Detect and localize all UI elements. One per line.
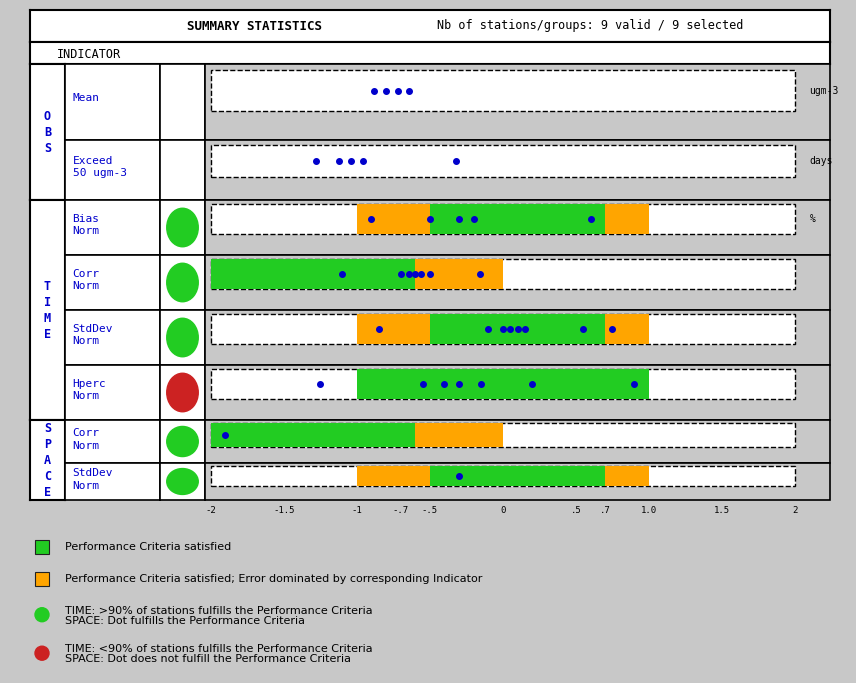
Text: O
B
S: O B S: [44, 109, 51, 154]
Bar: [211, 466, 795, 486]
Text: INDICATOR: INDICATOR: [56, 48, 121, 61]
Text: StdDev
Norm: StdDev Norm: [73, 469, 113, 491]
Bar: [357, 314, 649, 344]
Bar: [211, 314, 795, 344]
Text: Hperc
Norm: Hperc Norm: [73, 378, 106, 401]
Bar: [415, 423, 502, 447]
Bar: [35, 540, 49, 554]
Circle shape: [167, 263, 199, 302]
Bar: [357, 204, 430, 234]
Bar: [357, 204, 605, 234]
Text: SPACE: Dot does not fulfill the Performance Criteria: SPACE: Dot does not fulfill the Performa…: [65, 654, 351, 664]
Text: Corr
Norm: Corr Norm: [73, 268, 99, 291]
Text: SUMMARY STATISTICS: SUMMARY STATISTICS: [187, 20, 322, 33]
Circle shape: [35, 646, 49, 660]
Circle shape: [167, 318, 199, 357]
Text: ugm-3: ugm-3: [810, 85, 839, 96]
Text: Mean: Mean: [73, 93, 99, 103]
Text: TIME: >90% of stations fulfills the Performance Criteria: TIME: >90% of stations fulfills the Perf…: [65, 606, 372, 615]
Text: S
P
A
C
E: S P A C E: [44, 421, 51, 499]
Circle shape: [167, 208, 199, 247]
Bar: [357, 314, 430, 344]
Bar: [415, 260, 502, 289]
Bar: [430, 466, 605, 486]
Bar: [211, 370, 795, 399]
Text: T
I
M
E: T I M E: [44, 279, 51, 341]
Bar: [357, 370, 649, 399]
Text: Performance Criteria satisfied; Error dominated by corresponding Indicator: Performance Criteria satisfied; Error do…: [65, 574, 483, 584]
Bar: [605, 466, 649, 486]
Bar: [211, 204, 795, 234]
Bar: [35, 572, 49, 586]
Text: TIME: <90% of stations fulfills the Performance Criteria: TIME: <90% of stations fulfills the Perf…: [65, 644, 372, 654]
Text: Performance Criteria satisfied: Performance Criteria satisfied: [65, 542, 231, 552]
Text: Exceed
50 ugm-3: Exceed 50 ugm-3: [73, 156, 127, 178]
Circle shape: [167, 426, 199, 456]
Text: Nb of stations/groups: 9 valid / 9 selected: Nb of stations/groups: 9 valid / 9 selec…: [437, 20, 743, 33]
Bar: [211, 423, 795, 447]
Circle shape: [167, 373, 199, 412]
Circle shape: [167, 469, 199, 494]
Text: StdDev
Norm: StdDev Norm: [73, 324, 113, 346]
Bar: [211, 423, 415, 447]
Text: %: %: [810, 214, 816, 224]
Text: Bias
Norm: Bias Norm: [73, 214, 99, 236]
Bar: [211, 70, 795, 111]
Bar: [357, 466, 430, 486]
Bar: [211, 260, 415, 289]
Text: Corr
Norm: Corr Norm: [73, 428, 99, 451]
Bar: [605, 314, 649, 344]
Bar: [211, 145, 795, 177]
Bar: [211, 260, 795, 289]
Circle shape: [35, 608, 49, 622]
Text: days: days: [810, 156, 833, 166]
Bar: [605, 204, 649, 234]
Text: SPACE: Dot fulfills the Performance Criteria: SPACE: Dot fulfills the Performance Crit…: [65, 615, 305, 626]
